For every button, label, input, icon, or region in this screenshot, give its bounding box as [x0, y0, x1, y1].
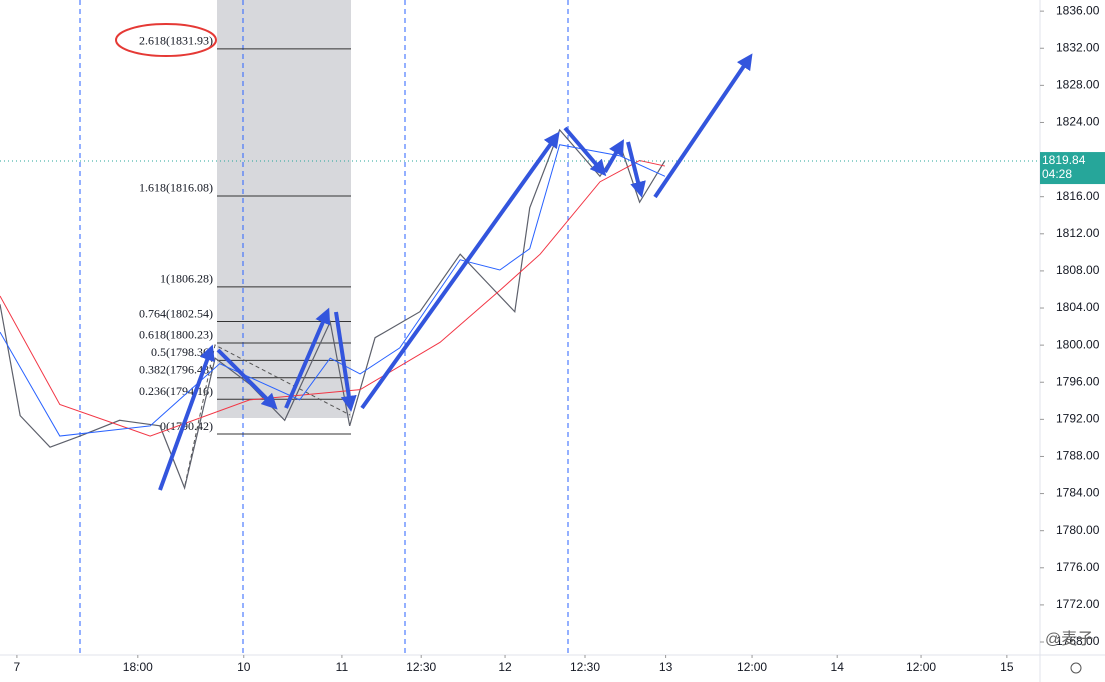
- y-tick-label: 1816.00: [1056, 189, 1100, 203]
- price-tag-value: 1819.84: [1042, 153, 1086, 167]
- x-tick-label: 12: [498, 660, 512, 674]
- x-tick-label: 7: [14, 660, 21, 674]
- y-tick-label: 1788.00: [1056, 449, 1100, 463]
- y-tick-label: 1836.00: [1056, 3, 1100, 17]
- fib-label: 0.5(1798.36): [151, 345, 213, 359]
- x-tick-label: 18:00: [123, 660, 153, 674]
- series-line: [0, 159, 666, 437]
- x-tick-label: 11: [336, 660, 349, 674]
- fib-label: 0.382(1796.48): [139, 363, 213, 377]
- highlight-ellipse: [115, 23, 217, 57]
- x-tick-label: 15: [1000, 660, 1014, 674]
- series-line: [0, 128, 666, 490]
- x-tick-label: 12:00: [906, 660, 936, 674]
- y-tick-label: 1828.00: [1056, 78, 1100, 92]
- x-tick-label: 12:30: [570, 660, 600, 674]
- price-tag: [1040, 152, 1105, 185]
- fib-label: 1(1806.28): [160, 272, 213, 286]
- y-tick-label: 1784.00: [1056, 486, 1100, 500]
- x-tick-label: 12:00: [737, 660, 767, 674]
- y-tick-label: 1792.00: [1056, 412, 1100, 426]
- x-tick-label: 14: [831, 660, 845, 674]
- fib-label: 1.618(1816.08): [139, 181, 213, 195]
- arrows: [158, 53, 753, 491]
- fib-trend: [184, 344, 351, 486]
- y-tick-label: 1824.00: [1056, 115, 1100, 129]
- y-tick-label: 1780.00: [1056, 523, 1100, 537]
- y-tick-label: 1796.00: [1056, 374, 1100, 388]
- x-tick-label: 12:30: [406, 660, 436, 674]
- y-tick-label: 1832.00: [1056, 40, 1100, 54]
- x-tick-label: 10: [237, 660, 251, 674]
- session-lines: [79, 0, 569, 655]
- price-tag-countdown: 04:28: [1042, 167, 1072, 181]
- y-tick-label: 1768.00: [1056, 634, 1100, 648]
- fib-label: 0.764(1802.54): [139, 306, 213, 320]
- y-tick-label: 1772.00: [1056, 597, 1100, 611]
- fib-label: 2.618(1831.93): [139, 34, 213, 48]
- y-tick-label: 1812.00: [1056, 226, 1100, 240]
- fib-label: 0.618(1800.23): [139, 328, 213, 342]
- watermark: @麦子: [1045, 630, 1093, 648]
- fib-zone: [217, 0, 351, 418]
- y-tick-label: 1804.00: [1056, 300, 1100, 314]
- settings-icon[interactable]: [1070, 662, 1082, 674]
- series-line: [0, 144, 666, 437]
- y-tick-label: 1808.00: [1056, 263, 1100, 277]
- y-tick-label: 1776.00: [1056, 560, 1100, 574]
- x-tick-label: 13: [659, 660, 673, 674]
- fib-label: 0.236(1794.16): [139, 384, 213, 398]
- y-tick-label: 1800.00: [1056, 337, 1100, 351]
